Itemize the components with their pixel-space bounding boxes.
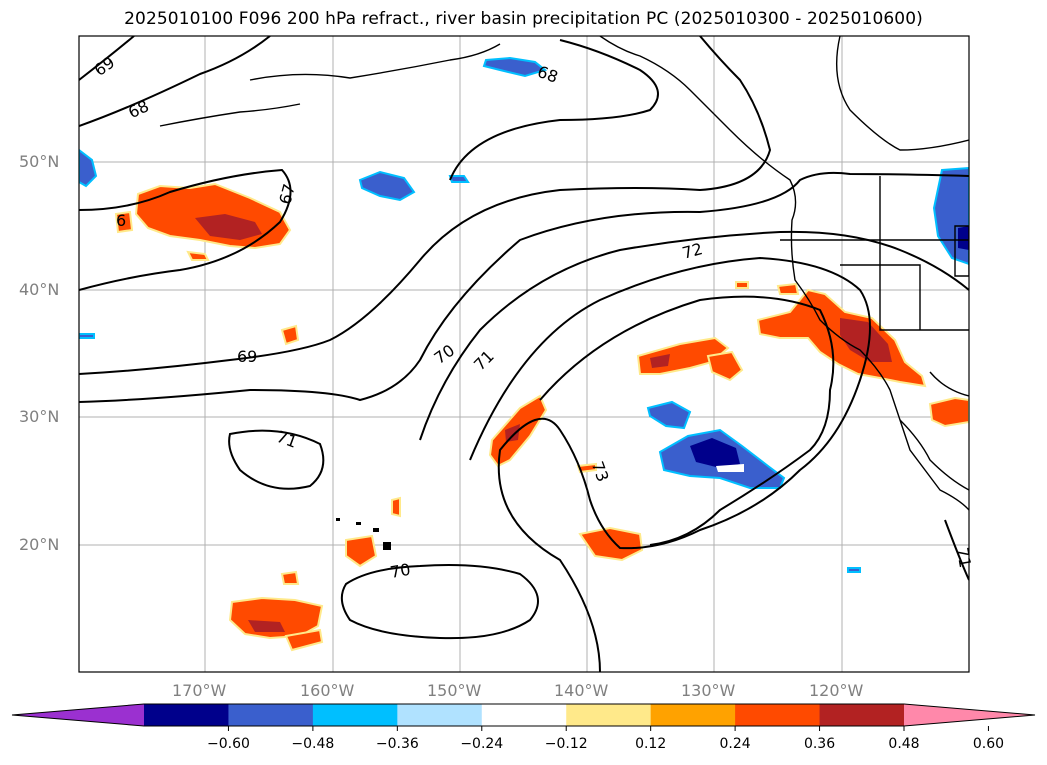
colorbar-tick-label: 0.24 (719, 736, 751, 752)
lon-label-140w: 140°W (554, 681, 609, 700)
lat-label-30n: 30°N (19, 407, 60, 426)
colorbar-segment (481, 704, 567, 726)
map-panel: 69 68 68 67 6 69 70 71 72 73 71 70 71 (78, 35, 975, 673)
colorbar-tick-label: 0.36 (803, 736, 836, 752)
contour-label: 67 (275, 182, 299, 207)
colorbar-segments (12, 704, 1035, 726)
contour-label: 73 (588, 459, 613, 485)
colorbar-segment (228, 704, 314, 726)
contour-label: 70 (431, 341, 459, 368)
colorbar-ticks (227, 726, 989, 731)
lon-label-170w: 170°W (172, 681, 227, 700)
contour-label: 69 (237, 347, 257, 366)
contour-label: 71 (470, 347, 498, 375)
colorbar-outline (11, 703, 1036, 727)
colorbar-segment (144, 704, 229, 726)
map-frame (78, 35, 970, 673)
coastlines (159, 36, 969, 511)
lat-label-50n: 50°N (19, 152, 60, 171)
colorbar-segment (397, 704, 483, 726)
colorbar-tick-label: −0.60 (206, 736, 250, 752)
colorbar-tick-label: 0.60 (972, 736, 1005, 752)
colorbar-segment (312, 704, 398, 726)
hawaii-islands (336, 518, 391, 550)
colorbar-tick-label: −0.48 (291, 736, 335, 752)
colorbar-tick-label: 0.48 (888, 736, 920, 752)
colorbar-segment (819, 704, 905, 726)
lat-label-20n: 20°N (19, 535, 60, 554)
colorbar-extend-low (12, 704, 144, 726)
map-title: 2025010100 F096 200 hPa refract., river … (124, 9, 923, 29)
lon-label-150w: 150°W (427, 681, 482, 700)
colorbar-tick-label: 0.12 (635, 736, 667, 752)
colorbar-segment (566, 704, 652, 726)
precip-neg-area-idaho (932, 166, 969, 266)
colorbar-tick-label: −0.36 (375, 736, 419, 752)
colorbar-extend-high (904, 704, 1035, 726)
colorbar-tick-label: −0.24 (460, 736, 504, 752)
colorbar-segment (735, 704, 821, 726)
lon-label-120w: 120°W (809, 681, 864, 700)
contour-label: 6 (116, 211, 126, 230)
lon-label-130w: 130°W (681, 681, 736, 700)
contour-label: 72 (680, 239, 705, 263)
precip-neg-area-alaska (482, 56, 548, 78)
colorbar-tick-label: −0.12 (544, 736, 588, 752)
refractivity-contours (79, 36, 969, 672)
lon-label-160w: 160°W (300, 681, 355, 700)
lat-label-40n: 40°N (19, 280, 60, 299)
contour-label: 69 (91, 53, 119, 80)
contour-label: 71 (953, 546, 975, 569)
colorbar-segment (650, 704, 736, 726)
contour-label: 70 (389, 560, 412, 582)
contour-label: 68 (125, 96, 151, 122)
